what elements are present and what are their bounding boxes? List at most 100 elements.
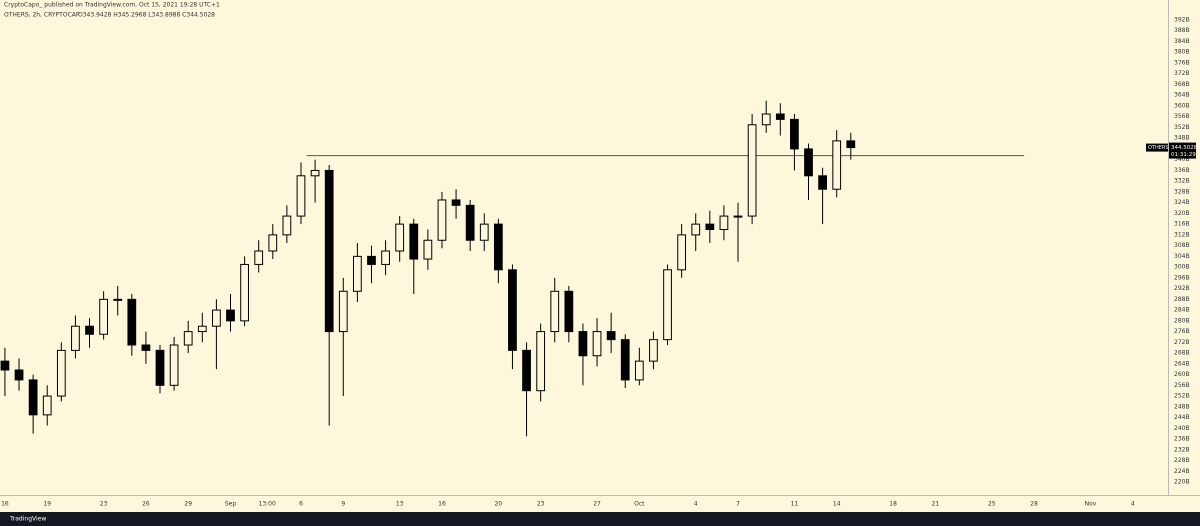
candle-body <box>592 331 602 357</box>
candle-body <box>606 331 616 341</box>
candle-body <box>338 290 348 333</box>
footer-brand: TradingView <box>9 516 46 523</box>
y-tick-label: 384B <box>1174 38 1190 45</box>
candle-body <box>71 325 80 351</box>
y-tick-label: 336B <box>1174 167 1190 174</box>
candle-body <box>113 298 123 301</box>
x-tick-label: 16 <box>438 501 446 508</box>
candle-body <box>465 204 475 241</box>
x-tick-label: 18 <box>889 501 897 508</box>
price-value: 344.5028 <box>1171 145 1198 151</box>
candle-body <box>127 298 137 346</box>
candle-body <box>775 113 785 120</box>
candle-body <box>663 269 672 341</box>
candle-body <box>634 360 644 381</box>
candle-body <box>677 234 687 271</box>
candle-body <box>353 255 362 292</box>
candle-body <box>212 309 221 327</box>
candle-body <box>324 169 334 333</box>
x-tick-label: Sep <box>225 501 237 508</box>
candle-body <box>804 148 813 177</box>
y-tick-label: 292B <box>1174 285 1190 292</box>
candle-body <box>197 325 207 333</box>
candle-body <box>508 269 517 351</box>
candle-body <box>296 175 306 217</box>
x-tick-label: 7 <box>736 501 740 508</box>
y-tick-label: 392B <box>1174 17 1190 24</box>
candle-body <box>99 298 108 335</box>
y-tick-label: 372B <box>1174 70 1190 77</box>
candle-body <box>578 331 588 357</box>
x-tick-label: 25 <box>988 501 996 508</box>
candle-body <box>226 309 235 322</box>
x-tick-label: 20 <box>495 501 503 508</box>
candle-body <box>649 339 658 362</box>
candle-body <box>691 223 701 236</box>
candle-body <box>409 223 419 260</box>
candle-body <box>733 215 743 218</box>
price-countdown: 01:31:29 <box>1171 152 1196 158</box>
candle-body <box>28 379 38 416</box>
price-box <box>1169 142 1196 159</box>
candle-body <box>310 169 320 177</box>
y-tick-label: 276B <box>1174 328 1190 335</box>
candle-body <box>240 263 249 322</box>
y-tick-label: 272B <box>1174 339 1190 346</box>
candle-body <box>14 369 24 381</box>
candle-body <box>451 199 461 206</box>
candle-body <box>367 255 376 265</box>
y-tick-label: 308B <box>1174 242 1190 249</box>
y-tick-label: 300B <box>1174 264 1190 271</box>
candle-body <box>85 325 94 335</box>
x-tick-label: 29 <box>184 501 192 508</box>
y-tick-label: 328B <box>1174 188 1190 195</box>
y-tick-label: 296B <box>1174 274 1190 281</box>
y-tick-label: 248B <box>1174 403 1190 410</box>
candle-body <box>155 349 165 386</box>
x-tick-label: 19 <box>43 501 51 508</box>
x-tick-label: Nov <box>1085 501 1097 508</box>
footer-bar <box>0 512 1200 526</box>
y-tick-label: 244B <box>1174 414 1190 421</box>
candle-body <box>254 250 264 265</box>
candle-body <box>832 140 842 190</box>
candle-body <box>550 290 560 333</box>
y-tick-label: 352B <box>1174 124 1190 131</box>
candle-body <box>846 140 856 149</box>
x-tick-label: 16 <box>1 501 9 508</box>
x-tick-label: 9 <box>341 501 345 508</box>
y-tick-label: 304B <box>1174 253 1190 260</box>
y-tick-label: 240B <box>1174 425 1190 432</box>
y-tick-label: 236B <box>1174 436 1190 443</box>
x-tick-label: 11 <box>791 501 799 508</box>
y-tick-label: 312B <box>1174 231 1190 238</box>
y-tick-label: 340B <box>1174 156 1190 163</box>
x-tick-label: 27 <box>593 501 601 508</box>
y-tick-label: 264B <box>1174 360 1190 367</box>
y-tick-label: 356B <box>1174 113 1190 120</box>
publisher-line: CryptoCapo_ published on TradingView.com… <box>4 2 220 9</box>
y-tick-label: 232B <box>1174 446 1190 453</box>
candle-body <box>790 118 799 150</box>
y-tick-label: 360B <box>1174 102 1190 109</box>
candle-body <box>0 360 10 371</box>
y-tick-label: 348B <box>1174 135 1190 142</box>
candle-body <box>268 234 278 252</box>
candle-body <box>747 124 757 217</box>
y-tick-label: 256B <box>1174 382 1190 389</box>
y-tick-label: 280B <box>1174 317 1190 324</box>
candle-body <box>719 215 729 231</box>
candle-body <box>282 215 292 236</box>
candle-body <box>705 223 715 231</box>
x-tick-label: 23 <box>537 501 545 508</box>
symbol-line: OTHERS, 2h, CRYPTOCAP <box>4 12 80 19</box>
candle-body <box>536 331 546 392</box>
x-tick-label: 28 <box>1030 501 1038 508</box>
candle-body <box>395 223 405 252</box>
y-tick-label: 284B <box>1174 307 1190 314</box>
ohlc-line: O343.9428 H345.2968 L343.8988 C344.5028 <box>78 12 215 19</box>
price-symbol: OTHERS <box>1148 145 1169 151</box>
candle-body <box>522 349 531 392</box>
